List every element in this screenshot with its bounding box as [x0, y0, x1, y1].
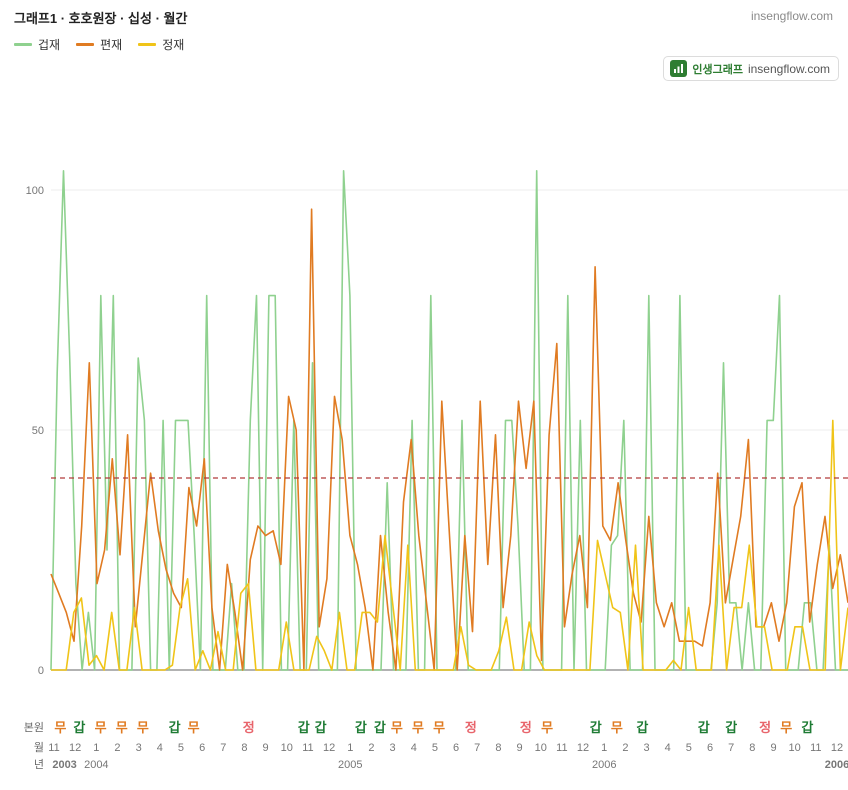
x-tick-label: 6 [199, 742, 205, 754]
x-tick-label: 9 [263, 742, 269, 754]
x-tick-label: 2 [368, 742, 374, 754]
brand-badge[interactable]: 인생그래프 insengflow.com [663, 56, 839, 81]
brand-site: insengflow.com [747, 61, 830, 76]
bonwon-mark: 무 [780, 721, 792, 736]
bonwon-mark: 정 [520, 720, 532, 736]
legend-label-geobjae: 겁재 [38, 38, 61, 52]
bonwon-mark: 무 [391, 721, 403, 736]
x-tick-label: 12 [577, 742, 589, 754]
legend-swatch-jeongjae [138, 43, 157, 46]
legend-swatch-pyeonjae [76, 43, 95, 46]
bonwon-mark: 무 [188, 721, 200, 736]
bonwon-mark: 무 [541, 721, 553, 736]
x-tick-label: 8 [749, 742, 755, 754]
x-tick-label: 5 [432, 742, 438, 754]
x-tick-label: 12 [69, 742, 81, 754]
row-label-month: 월 [34, 741, 44, 754]
y-tick-label: 100 [26, 185, 44, 197]
bonwon-mark: 무 [412, 721, 424, 736]
bonwon-mark: 갑 [315, 720, 327, 736]
row-label-bonwon: 본원 [24, 721, 44, 734]
legend-item-pyeonjae[interactable]: 편재 [76, 36, 122, 53]
x-tick-label: 8 [495, 742, 501, 754]
x-tick-label: 12 [323, 742, 335, 754]
x-tick-label: 2 [622, 742, 628, 754]
x-tick-label: 10 [535, 742, 547, 754]
legend-swatch-geobjae [14, 43, 32, 46]
legend-item-jeongjae[interactable]: 정재 [138, 36, 184, 53]
bonwon-mark: 갑 [355, 720, 367, 736]
legend: 겁재 편재 정재 [14, 36, 184, 53]
x-tick-label: 4 [157, 742, 163, 754]
series-line-1 [50, 208, 848, 671]
x-tick-label: 9 [770, 742, 776, 754]
x-tick-label: 4 [411, 742, 417, 754]
x-tick-label: 11 [810, 742, 821, 754]
bonwon-mark: 무 [433, 721, 445, 736]
bonwon-mark: 무 [54, 721, 66, 736]
x-year-label: 2003 [52, 759, 76, 771]
bonwon-mark: 정 [759, 720, 771, 736]
x-tick-label: 1 [93, 742, 99, 754]
x-tick-label: 11 [556, 742, 567, 754]
x-tick-label: 5 [686, 742, 692, 754]
brand-logo-icon [670, 60, 688, 77]
brand-name: 인생그래프 [692, 63, 743, 76]
x-tick-label: 6 [707, 742, 713, 754]
series-line-2 [51, 419, 848, 671]
bonwon-mark: 갑 [298, 720, 310, 736]
x-tick-label: 3 [643, 742, 649, 754]
x-year-label: 2005 [338, 759, 362, 771]
x-year-label: 2006 [825, 759, 848, 771]
x-tick-label: 8 [241, 742, 247, 754]
bonwon-mark: 갑 [374, 720, 386, 736]
bonwon-mark: 무 [611, 721, 623, 736]
x-tick-label: 9 [517, 742, 523, 754]
x-tick-label: 4 [665, 742, 671, 754]
x-tick-label: 7 [474, 742, 480, 754]
site-name: insengflow.com [750, 9, 833, 23]
x-tick-label: 5 [178, 742, 184, 754]
x-tick-label: 11 [48, 742, 59, 754]
x-year-label: 2006 [592, 759, 616, 771]
x-tick-label: 10 [281, 742, 293, 754]
bonwon-mark: 갑 [169, 720, 181, 736]
bonwon-mark: 갑 [590, 720, 602, 736]
bonwon-mark: 정 [465, 720, 477, 736]
legend-label-pyeonjae: 편재 [100, 38, 123, 52]
bonwon-mark: 무 [137, 721, 149, 736]
bonwon-mark: 갑 [73, 720, 85, 736]
bonwon-mark: 갑 [801, 720, 813, 736]
y-tick-label: 50 [32, 425, 44, 437]
x-tick-label: 11 [302, 742, 313, 754]
bonwon-mark: 무 [95, 721, 107, 736]
bonwon-mark: 갑 [698, 720, 710, 736]
x-tick-label: 2 [114, 742, 120, 754]
series-line-0 [50, 170, 848, 671]
x-tick-label: 7 [220, 742, 226, 754]
x-tick-label: 6 [453, 742, 459, 754]
chart-title: 그래프1 · 호호원장 · 십성 · 월간 [14, 11, 188, 26]
x-tick-label: 10 [789, 742, 801, 754]
bonwon-mark: 정 [243, 720, 255, 736]
x-tick-label: 7 [728, 742, 734, 754]
row-label-year: 년 [34, 758, 44, 771]
bonwon-mark: 무 [116, 721, 128, 736]
x-tick-label: 12 [831, 742, 843, 754]
x-tick-label: 1 [347, 742, 353, 754]
x-tick-label: 1 [601, 742, 607, 754]
legend-item-geobjae[interactable]: 겁재 [14, 36, 60, 53]
legend-label-jeongjae: 정재 [162, 38, 185, 52]
x-year-label: 2004 [84, 759, 108, 771]
x-tick-label: 3 [390, 742, 396, 754]
y-tick-label: 0 [38, 665, 44, 677]
bonwon-mark: 갑 [636, 720, 648, 736]
bonwon-mark: 갑 [725, 720, 737, 736]
x-tick-label: 3 [136, 742, 142, 754]
